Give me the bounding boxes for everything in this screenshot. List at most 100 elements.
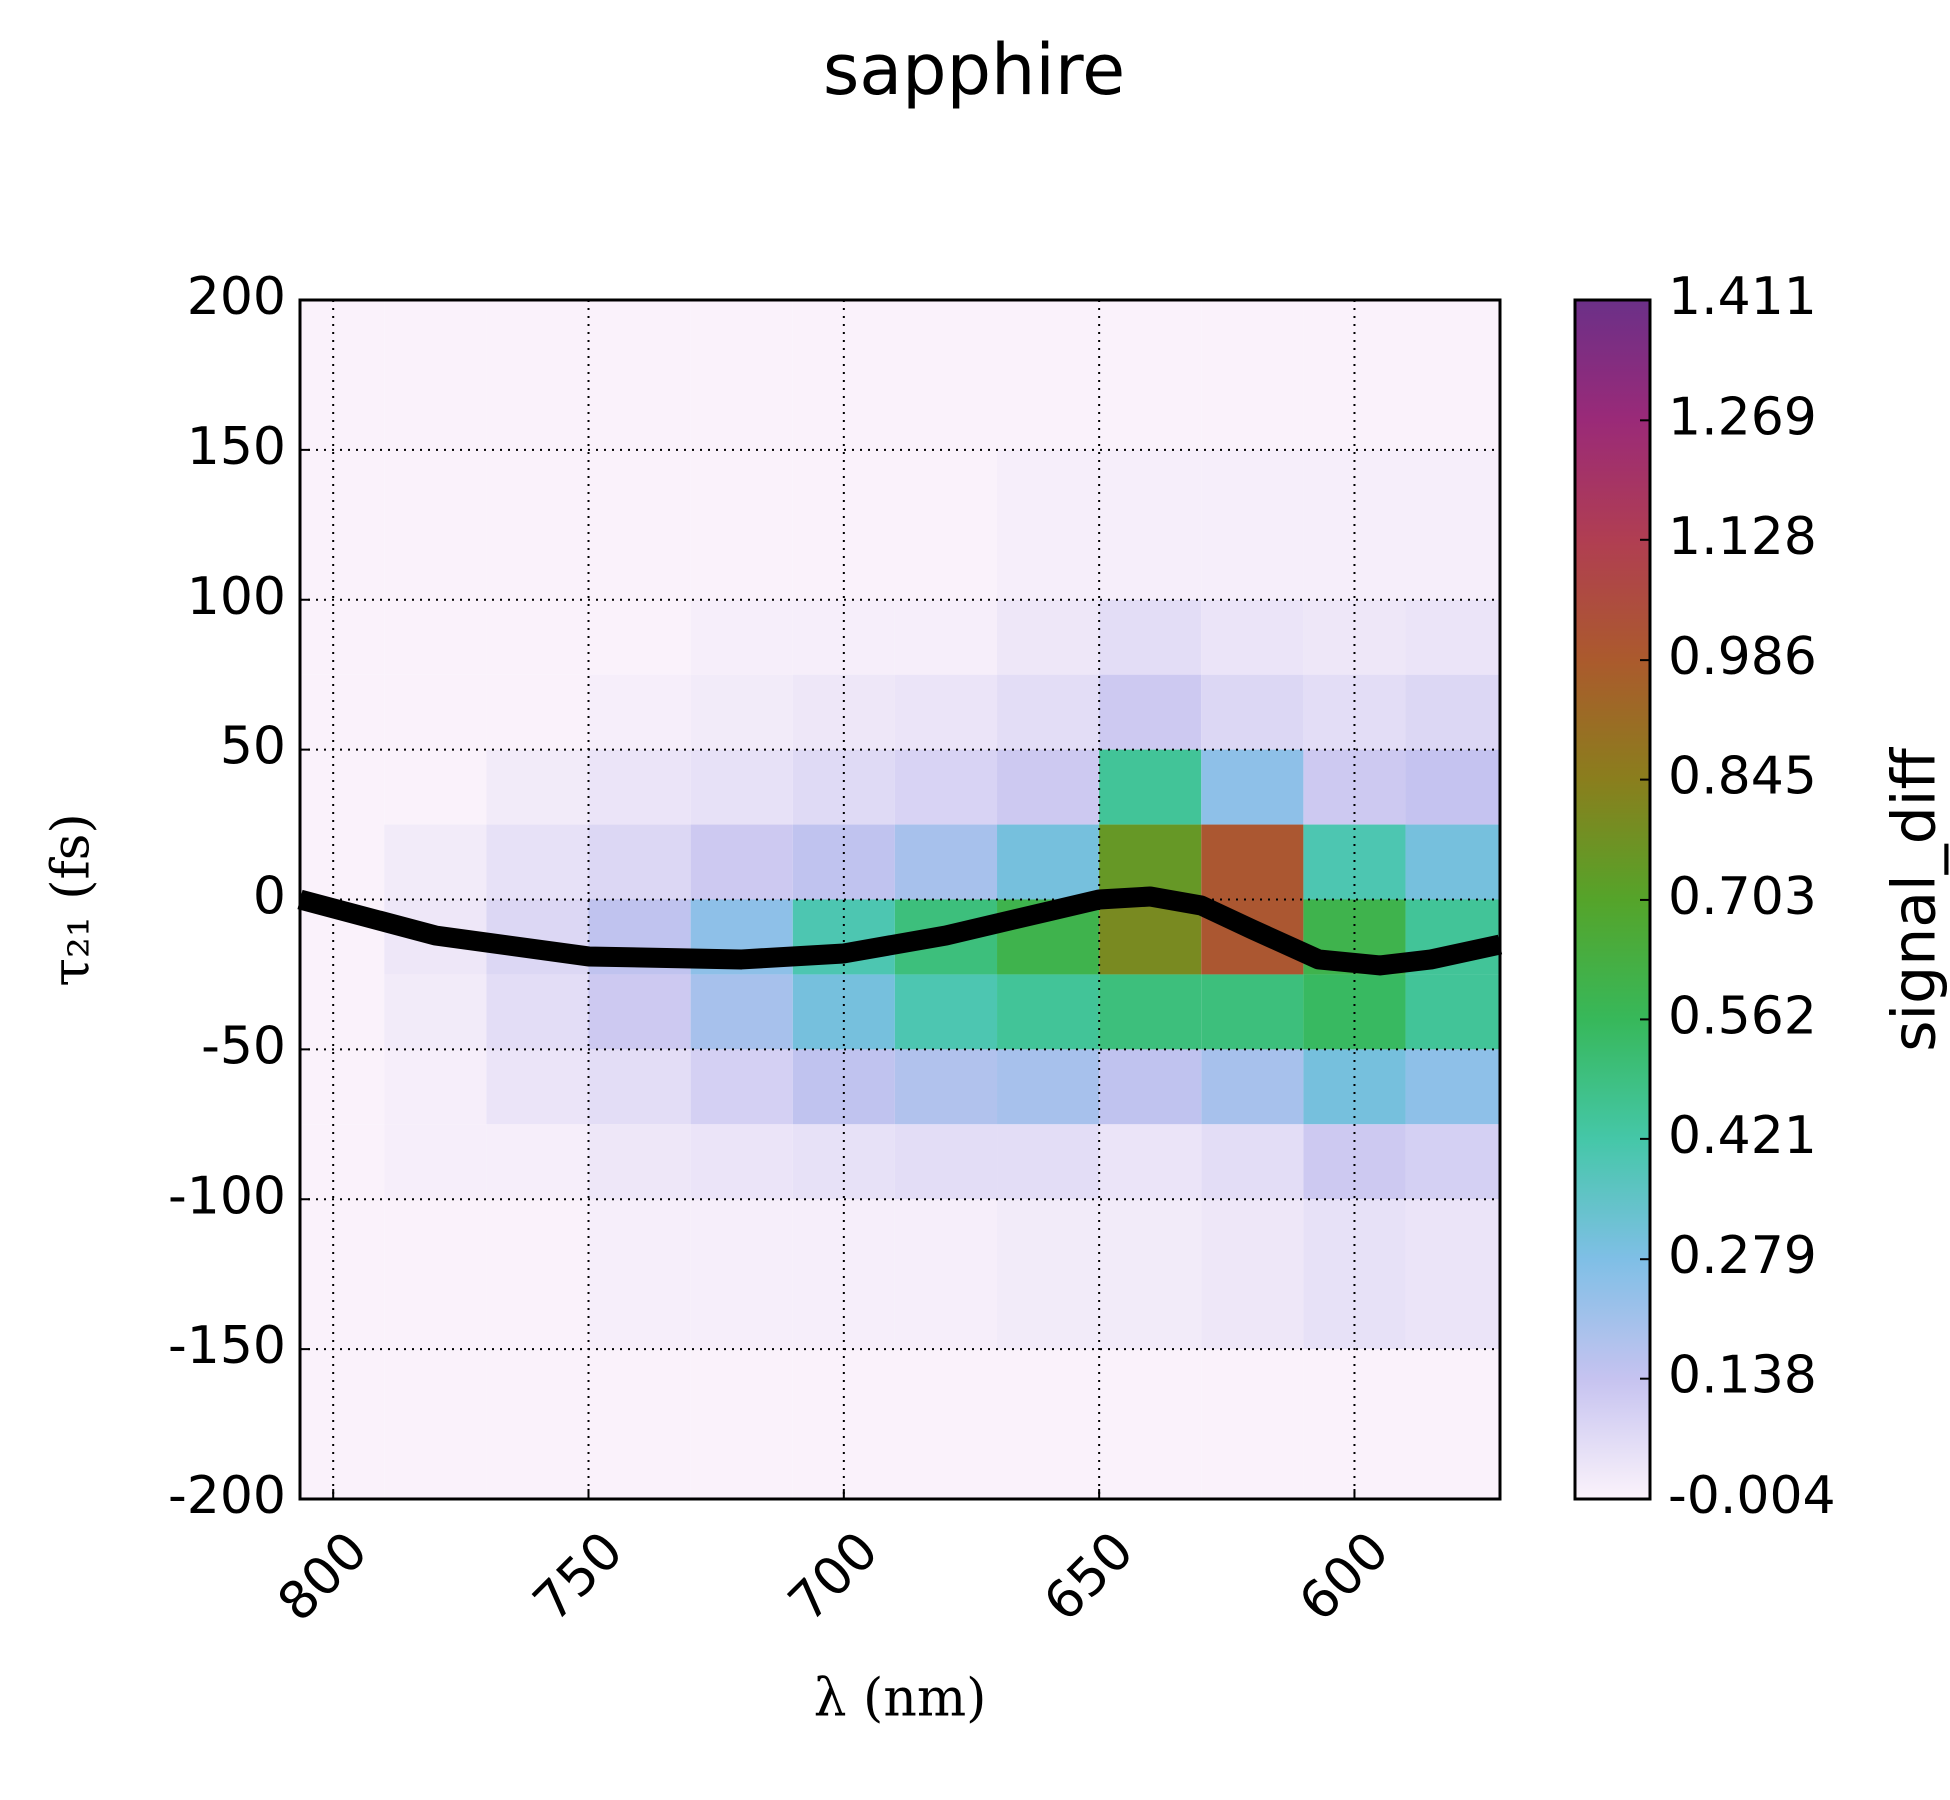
heatmap-cell [1201, 300, 1304, 450]
heatmap-cell [997, 599, 1100, 675]
heatmap-cell [894, 1124, 998, 1200]
x-tick-label: 750 [522, 1521, 635, 1634]
colorbar-tick-label: 1.411 [1668, 267, 1817, 327]
heatmap-cell [792, 1349, 895, 1499]
heatmap-cell [690, 599, 793, 675]
colorbar-tick-label: 0.703 [1668, 867, 1817, 927]
heatmap-cell [894, 1349, 998, 1499]
heatmap-cell [894, 824, 998, 900]
heatmap-cell [486, 824, 589, 900]
heatmap-cell [1405, 449, 1500, 600]
heatmap-cell [1099, 1124, 1202, 1200]
heatmap-cell [1303, 824, 1406, 900]
heatmap-cell [384, 1199, 487, 1350]
heatmap-cell [1099, 674, 1202, 750]
colorbar-label: signal_diff [1880, 747, 1950, 1052]
heatmap-cell [300, 1049, 385, 1125]
heatmap-cell [792, 1124, 895, 1200]
heatmap-cell [1405, 974, 1500, 1050]
heatmap-cell [690, 1049, 793, 1125]
heatmap-cell [997, 1049, 1100, 1125]
heatmap-cell [792, 824, 895, 900]
heatmap-cell [588, 1349, 691, 1499]
y-tick-label: -200 [168, 1466, 286, 1526]
heatmap-cell [1201, 674, 1304, 750]
heatmap-cell [384, 824, 487, 900]
x-axis-label: λ (nm) [814, 1669, 987, 1729]
heatmap-cell [1405, 1124, 1500, 1200]
heatmap-cell [1099, 749, 1202, 825]
heatmap-cell [588, 300, 691, 450]
heatmap-cell [1099, 974, 1202, 1050]
heatmap-cell [588, 1124, 691, 1200]
heatmap-cell [588, 1199, 691, 1350]
heatmap-cell [384, 1349, 487, 1499]
heatmap-cell [1201, 1349, 1304, 1499]
y-tick-label: 100 [187, 567, 286, 627]
x-tick-label: 800 [267, 1521, 380, 1634]
heatmap-cell [894, 749, 998, 825]
heatmap-cell [300, 1349, 385, 1499]
heatmap-cell [1201, 1199, 1304, 1350]
heatmap-cell [300, 599, 385, 675]
heatmap-cell [894, 1199, 998, 1350]
heatmap-cell [486, 1199, 589, 1350]
heatmap-cell [1099, 1049, 1202, 1125]
heatmap-cell [300, 749, 385, 825]
heatmap-cell [1099, 300, 1202, 450]
heatmap-cell [690, 449, 793, 600]
heatmap-cell [690, 1199, 793, 1350]
heatmap-cell [1201, 749, 1304, 825]
heatmap-cell [1099, 449, 1202, 600]
heatmap-cell [588, 824, 691, 900]
heatmap-cell [384, 300, 487, 450]
heatmap-cell [300, 300, 385, 450]
heatmap-cell [690, 1124, 793, 1200]
heatmap-cell [792, 974, 895, 1050]
y-axis-label: τ₂₁ (fs) [42, 813, 102, 987]
heatmap-cell [792, 300, 895, 450]
heatmap-cell [588, 1049, 691, 1125]
heatmap-cell [1201, 599, 1304, 675]
heatmap-cell [1303, 674, 1406, 750]
heatmap-cell [300, 824, 385, 900]
heatmap-cell [486, 974, 589, 1050]
heatmap-cell [1405, 674, 1500, 750]
heatmap-cell [486, 674, 589, 750]
x-tick-label: 650 [1033, 1521, 1146, 1634]
colorbar-tick-label: 0.562 [1668, 986, 1817, 1046]
heatmap-cell [300, 1124, 385, 1200]
heatmap-cell [997, 824, 1100, 900]
y-tick-label: 200 [187, 267, 286, 327]
heatmap-cell [1405, 599, 1500, 675]
heatmap-cell [486, 1349, 589, 1499]
heatmap-cell [997, 749, 1100, 825]
heatmap-cell [300, 674, 385, 750]
heatmap-cell [1201, 1049, 1304, 1125]
heatmap-cell [486, 599, 589, 675]
fit-line [297, 886, 1503, 976]
heatmap-cell [997, 674, 1100, 750]
colorbar [1573, 298, 1652, 1501]
heatmap-cell [894, 449, 998, 600]
heatmap-cell [384, 674, 487, 750]
heatmap-cell [588, 749, 691, 825]
y-tick-label: 150 [187, 417, 286, 477]
heatmap-cell [486, 749, 589, 825]
heatmap-cell [588, 974, 691, 1050]
heatmap-cell [486, 1049, 589, 1125]
heatmap-cell [1201, 1124, 1304, 1200]
heatmap-cell [1201, 974, 1304, 1050]
x-tick-label: 600 [1288, 1521, 1401, 1634]
heatmap-cell [1201, 824, 1304, 900]
heatmap-cell [384, 749, 487, 825]
heatmap-cell [588, 599, 691, 675]
plot-frame [298, 298, 1502, 1501]
heatmap-cell [894, 300, 998, 450]
colorbar-tick-label: 0.845 [1668, 747, 1817, 807]
heatmap-cell [997, 974, 1100, 1050]
heatmap-cell [690, 674, 793, 750]
heatmap-cell [300, 449, 385, 600]
heatmap-cell [792, 674, 895, 750]
y-tick-label: -100 [168, 1166, 286, 1226]
